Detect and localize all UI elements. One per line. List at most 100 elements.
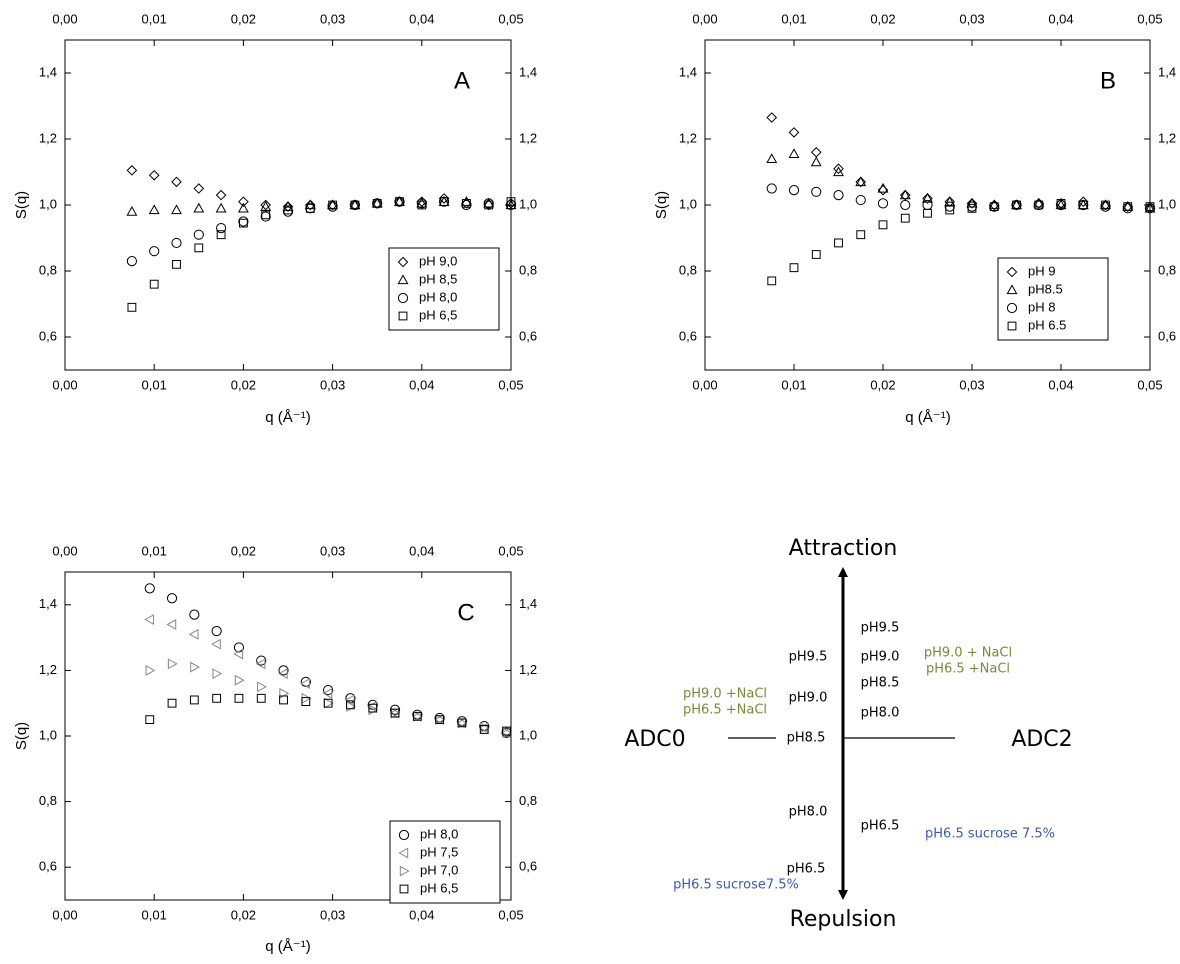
marker bbox=[279, 695, 288, 705]
marker bbox=[188, 628, 199, 640]
marker bbox=[1077, 196, 1089, 208]
marker bbox=[126, 205, 138, 216]
marker bbox=[145, 664, 156, 676]
y-tick-label: 1,2 bbox=[1158, 130, 1176, 145]
marker bbox=[233, 648, 244, 660]
marker bbox=[261, 210, 271, 220]
legend-label: pH 8,0 bbox=[419, 289, 457, 304]
marker bbox=[127, 302, 137, 312]
ph-label: pH9.5 bbox=[861, 621, 900, 636]
marker bbox=[810, 156, 822, 167]
chart: 0,00 0,00 0,01 0,01 0,02 0,02 0,03 0,03 0,04 0,04… bbox=[13, 11, 537, 426]
marker bbox=[484, 200, 494, 210]
y-tick-label: 1,4 bbox=[1158, 64, 1176, 79]
y-tick-label: 0,6 bbox=[679, 328, 697, 343]
marker bbox=[457, 718, 467, 728]
marker bbox=[1055, 199, 1067, 211]
marker bbox=[1078, 200, 1088, 210]
marker bbox=[234, 674, 245, 686]
marker bbox=[279, 687, 290, 699]
y-tick-label: 1,0 bbox=[679, 196, 697, 211]
marker bbox=[234, 693, 244, 703]
marker bbox=[855, 195, 866, 206]
marker bbox=[167, 658, 178, 670]
x-tick-label: 0,04 bbox=[409, 907, 434, 922]
x-tick-label: 0,05 bbox=[1137, 11, 1162, 26]
marker bbox=[190, 661, 200, 673]
marker bbox=[390, 708, 400, 718]
ph-label: pH6.5 bbox=[861, 819, 900, 834]
marker bbox=[788, 185, 800, 196]
y-tick-label: 1,4 bbox=[679, 64, 697, 79]
y-axis-label: S(q) bbox=[13, 191, 30, 219]
x-tick-label: 0,03 bbox=[320, 11, 345, 26]
marker bbox=[833, 163, 844, 175]
marker bbox=[438, 193, 450, 204]
marker bbox=[300, 676, 311, 687]
y-tick-label: 1,4 bbox=[39, 596, 57, 611]
y-tick-label: 1,0 bbox=[39, 196, 57, 211]
bottom-label: Repulsion bbox=[790, 907, 897, 932]
legend-symbol bbox=[1007, 321, 1017, 331]
legend: pH 9,0 pH 8,5 pH 8,0 pH 6,5 bbox=[388, 247, 500, 331]
x-tick-label: 0,05 bbox=[498, 543, 523, 558]
y-tick-label: 0,6 bbox=[519, 328, 537, 343]
chart: 0,00 0,00 0,01 0,01 0,02 0,02 0,03 0,03 0,04 0,04… bbox=[653, 11, 1176, 426]
x-tick-label: 0,02 bbox=[870, 11, 895, 26]
legend: pH 9 pH8.5 pH 8 pH 6.5 bbox=[997, 257, 1109, 341]
legend-label: pH 6.5 bbox=[1028, 317, 1066, 332]
ph-label: pH9.5 bbox=[789, 650, 828, 665]
marker bbox=[417, 200, 427, 210]
x-tick-label: 0,05 bbox=[498, 377, 523, 392]
ph-label: pH8.5 bbox=[787, 731, 826, 746]
marker bbox=[282, 206, 294, 217]
marker bbox=[189, 609, 200, 620]
y-tick-label: 0,8 bbox=[519, 262, 537, 277]
x-tick-label: 0,01 bbox=[142, 377, 167, 392]
marker bbox=[461, 199, 472, 211]
marker bbox=[256, 655, 267, 666]
marker bbox=[346, 700, 355, 710]
ph-label: pH8.5 bbox=[861, 676, 900, 691]
marker bbox=[368, 703, 378, 713]
marker bbox=[149, 246, 160, 257]
y-tick-label: 0,6 bbox=[39, 328, 57, 343]
marker bbox=[277, 668, 288, 680]
marker bbox=[1122, 203, 1133, 214]
marker bbox=[193, 183, 205, 194]
marker bbox=[282, 201, 294, 212]
marker bbox=[505, 199, 517, 211]
y-tick-label: 1,4 bbox=[519, 64, 537, 79]
marker bbox=[145, 715, 155, 725]
marker bbox=[233, 642, 245, 653]
ph-label: pH9.0 bbox=[789, 691, 828, 706]
marker bbox=[416, 197, 428, 208]
x-tick-label: 0,01 bbox=[781, 377, 806, 392]
marker bbox=[260, 211, 271, 222]
ph-label: pH8.0 bbox=[789, 805, 828, 820]
marker bbox=[148, 204, 160, 215]
legend-label: pH 7,5 bbox=[420, 844, 458, 859]
marker bbox=[922, 199, 933, 211]
y-axis-label: S(q) bbox=[653, 191, 670, 219]
y-tick-label: 0,8 bbox=[1158, 262, 1176, 277]
chart: 0,00 0,00 0,01 0,01 0,02 0,02 0,03 0,03 0,04 0,04… bbox=[13, 543, 537, 955]
marker bbox=[238, 218, 248, 228]
marker bbox=[878, 220, 888, 230]
marker bbox=[322, 687, 333, 699]
annotation: A bbox=[454, 67, 470, 94]
nacl-label: pH9.0 + NaCl bbox=[924, 646, 1012, 661]
marker bbox=[479, 725, 489, 734]
legend-label: pH 6,5 bbox=[419, 307, 457, 322]
marker bbox=[304, 199, 316, 211]
marker bbox=[323, 685, 334, 696]
y-tick-label: 1,4 bbox=[39, 64, 57, 79]
x-tick-label: 0,00 bbox=[692, 377, 717, 392]
sucrose-label: pH6.5 sucrose 7.5% bbox=[925, 827, 1055, 842]
x-tick-label: 0,05 bbox=[1137, 377, 1162, 392]
x-tick-label: 0,00 bbox=[52, 907, 77, 922]
marker bbox=[855, 176, 867, 188]
y-tick-label: 0,8 bbox=[39, 262, 57, 277]
marker bbox=[211, 638, 221, 650]
marker bbox=[767, 276, 777, 286]
